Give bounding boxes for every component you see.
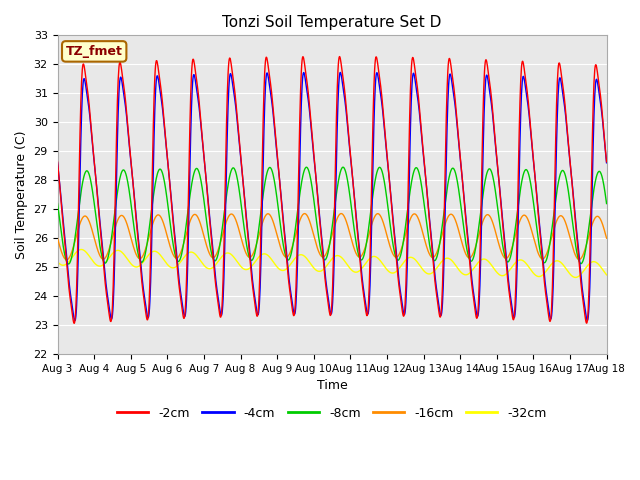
Line: -8cm: -8cm: [58, 167, 607, 264]
-8cm: [418, 185, 426, 191]
-32cm: [176, 260, 184, 265]
-32cm: [237, 264, 245, 270]
-2cm: [418, 134, 426, 140]
-8cm: [490, 178, 497, 183]
-2cm: [176, 290, 184, 296]
-4cm: [237, 162, 245, 168]
-16cm: [538, 256, 546, 262]
-32cm: [572, 275, 579, 280]
-2cm: [70, 321, 78, 326]
-32cm: [54, 259, 61, 264]
-8cm: [54, 201, 61, 206]
-16cm: [163, 231, 170, 237]
-4cm: [163, 149, 170, 155]
Text: TZ_fmet: TZ_fmet: [66, 45, 123, 58]
-2cm: [237, 161, 245, 167]
-8cm: [163, 193, 170, 199]
-8cm: [65, 261, 72, 267]
-8cm: [176, 257, 184, 263]
-4cm: [418, 137, 426, 143]
-4cm: [538, 247, 546, 252]
-16cm: [237, 236, 245, 242]
-32cm: [490, 264, 497, 270]
-16cm: [176, 252, 184, 257]
-8cm: [237, 204, 245, 210]
Line: -16cm: -16cm: [58, 214, 607, 260]
-4cm: [54, 160, 61, 166]
-4cm: [337, 70, 344, 75]
-8cm: [538, 256, 546, 262]
-8cm: [603, 201, 611, 206]
-16cm: [418, 227, 426, 232]
-8cm: [339, 164, 347, 170]
-32cm: [603, 272, 611, 278]
-32cm: [538, 273, 545, 278]
Title: Tonzi Soil Temperature Set D: Tonzi Soil Temperature Set D: [222, 15, 442, 30]
-2cm: [54, 159, 61, 165]
Y-axis label: Soil Temperature (C): Soil Temperature (C): [15, 131, 28, 259]
-2cm: [603, 159, 611, 165]
Line: -2cm: -2cm: [58, 57, 607, 324]
-16cm: [54, 235, 61, 241]
-32cm: [163, 261, 170, 266]
-4cm: [176, 285, 184, 291]
-2cm: [163, 147, 170, 153]
-16cm: [490, 222, 497, 228]
-16cm: [603, 235, 611, 241]
-4cm: [603, 160, 611, 166]
-2cm: [335, 54, 343, 60]
-4cm: [71, 318, 79, 324]
-32cm: [418, 265, 426, 271]
-2cm: [490, 120, 497, 125]
-16cm: [337, 211, 345, 216]
-32cm: [77, 247, 85, 252]
X-axis label: Time: Time: [317, 379, 348, 392]
-2cm: [538, 253, 546, 259]
-16cm: [63, 257, 70, 263]
Line: -32cm: -32cm: [58, 250, 607, 277]
-4cm: [490, 122, 497, 128]
Line: -4cm: -4cm: [58, 72, 607, 321]
Legend: -2cm, -4cm, -8cm, -16cm, -32cm: -2cm, -4cm, -8cm, -16cm, -32cm: [112, 402, 552, 425]
